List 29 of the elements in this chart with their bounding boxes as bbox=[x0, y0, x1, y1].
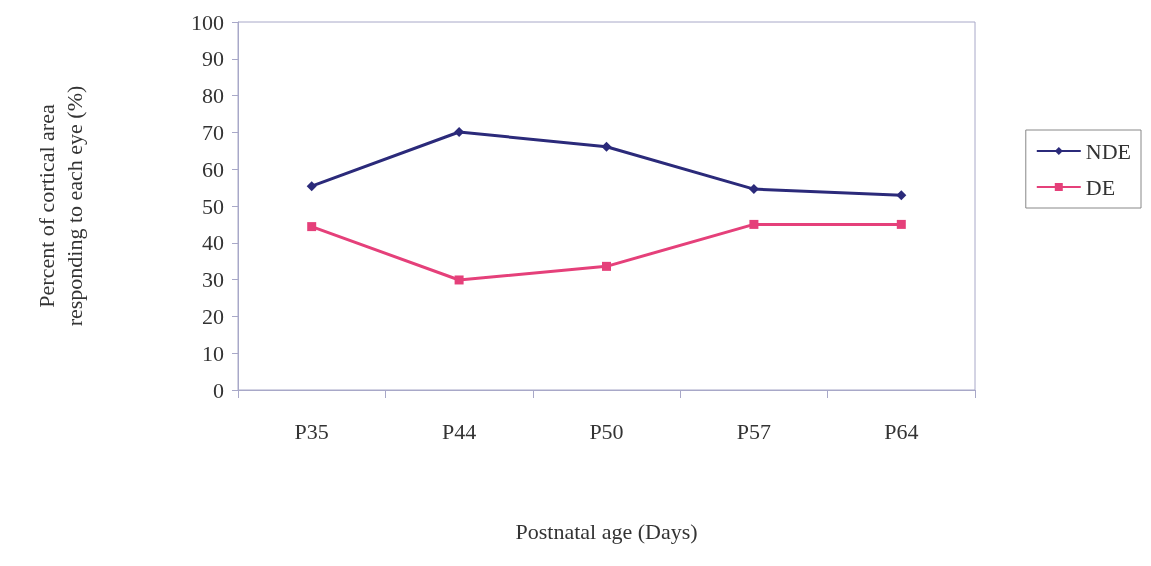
point bbox=[602, 261, 611, 271]
y-tick-label: 100 bbox=[191, 9, 224, 35]
y-tick-label: 70 bbox=[202, 119, 224, 145]
y-tick-label: 80 bbox=[202, 83, 224, 109]
point bbox=[306, 181, 317, 192]
y-tick-label: 20 bbox=[202, 303, 224, 329]
point bbox=[601, 141, 612, 152]
x-tick-label: P44 bbox=[441, 418, 477, 444]
x-tick-label: P64 bbox=[884, 418, 919, 444]
y-tick-label: 30 bbox=[202, 267, 224, 293]
point bbox=[748, 184, 759, 195]
y-tick-label: 50 bbox=[202, 193, 224, 219]
point bbox=[307, 222, 317, 232]
point bbox=[896, 190, 907, 201]
y-tick-label: 60 bbox=[202, 156, 224, 182]
point bbox=[454, 275, 464, 285]
x-tick-label: P50 bbox=[589, 418, 624, 444]
y-tick-label: 10 bbox=[202, 340, 224, 366]
point bbox=[749, 219, 759, 229]
y-tick-label: 90 bbox=[202, 46, 224, 72]
x-tick-label: P35 bbox=[294, 418, 329, 444]
legend-label: DE bbox=[1085, 174, 1116, 200]
y-tick-label: 0 bbox=[213, 377, 224, 403]
y-axis-title: Percent of cortical area responding to each eye (%) bbox=[33, 85, 87, 327]
x-axis-title: Postnatal age (Days) bbox=[515, 518, 698, 544]
point bbox=[896, 219, 906, 229]
x-tick-label: P57 bbox=[736, 418, 772, 444]
legend-label: NDE bbox=[1085, 138, 1131, 164]
y-tick-label: 40 bbox=[202, 230, 224, 256]
